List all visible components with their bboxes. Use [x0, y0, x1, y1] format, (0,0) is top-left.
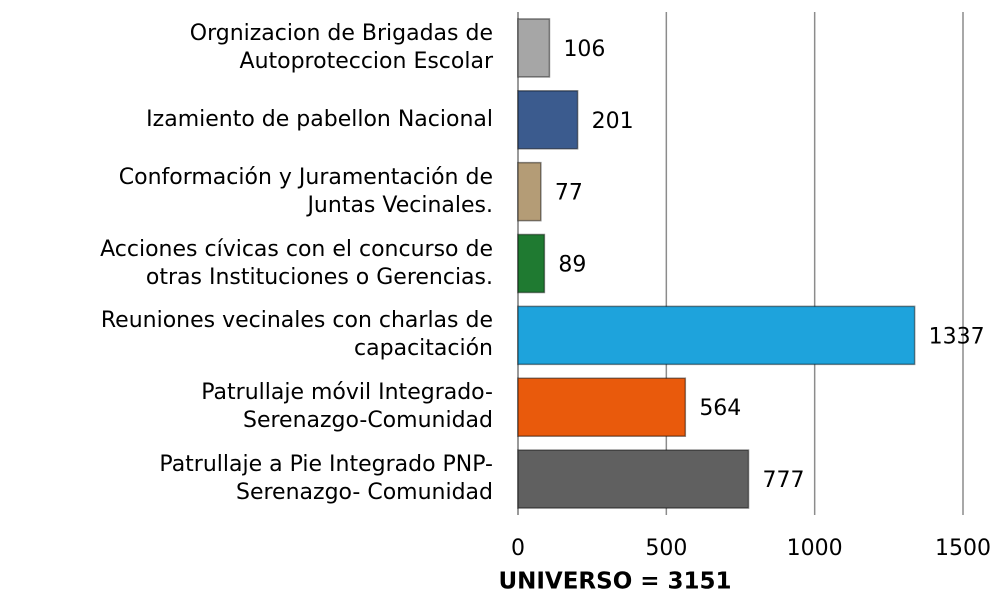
bar	[517, 233, 546, 294]
category-label: Conformación y Juramentación de Juntas V…	[118, 164, 493, 218]
bar	[517, 449, 750, 509]
value-label: 777	[763, 468, 805, 493]
bar	[517, 90, 579, 150]
chart-title: UNIVERSO = 3151	[498, 569, 731, 595]
bar	[517, 161, 542, 222]
value-label: 106	[563, 37, 605, 62]
category-label: Patrullaje a Pie Integrado PNP- Serenazg…	[159, 452, 493, 506]
category-label: Izamiento de pabellon Nacional	[146, 106, 493, 132]
value-label: 1337	[929, 324, 985, 349]
value-label: 564	[699, 396, 741, 421]
x-tick-label: 0	[511, 536, 525, 561]
bar	[517, 18, 551, 78]
category-label: Acciones cívicas con el concurso de otra…	[100, 236, 493, 290]
value-label: 201	[592, 109, 634, 134]
value-label: 89	[558, 253, 586, 278]
x-tick-label: 1500	[935, 536, 991, 561]
bar	[517, 305, 916, 366]
x-tick-label: 1000	[787, 536, 843, 561]
category-label: Patrullaje móvil Integrado- Serenazgo-Co…	[201, 380, 493, 434]
category-label: Reuniones vecinales con charlas de capac…	[100, 308, 493, 362]
x-tick-label: 500	[645, 536, 687, 561]
category-label: Orgnizacion de Brigadas de Autoproteccio…	[189, 20, 493, 74]
bar	[517, 377, 687, 437]
value-label: 77	[555, 181, 583, 206]
